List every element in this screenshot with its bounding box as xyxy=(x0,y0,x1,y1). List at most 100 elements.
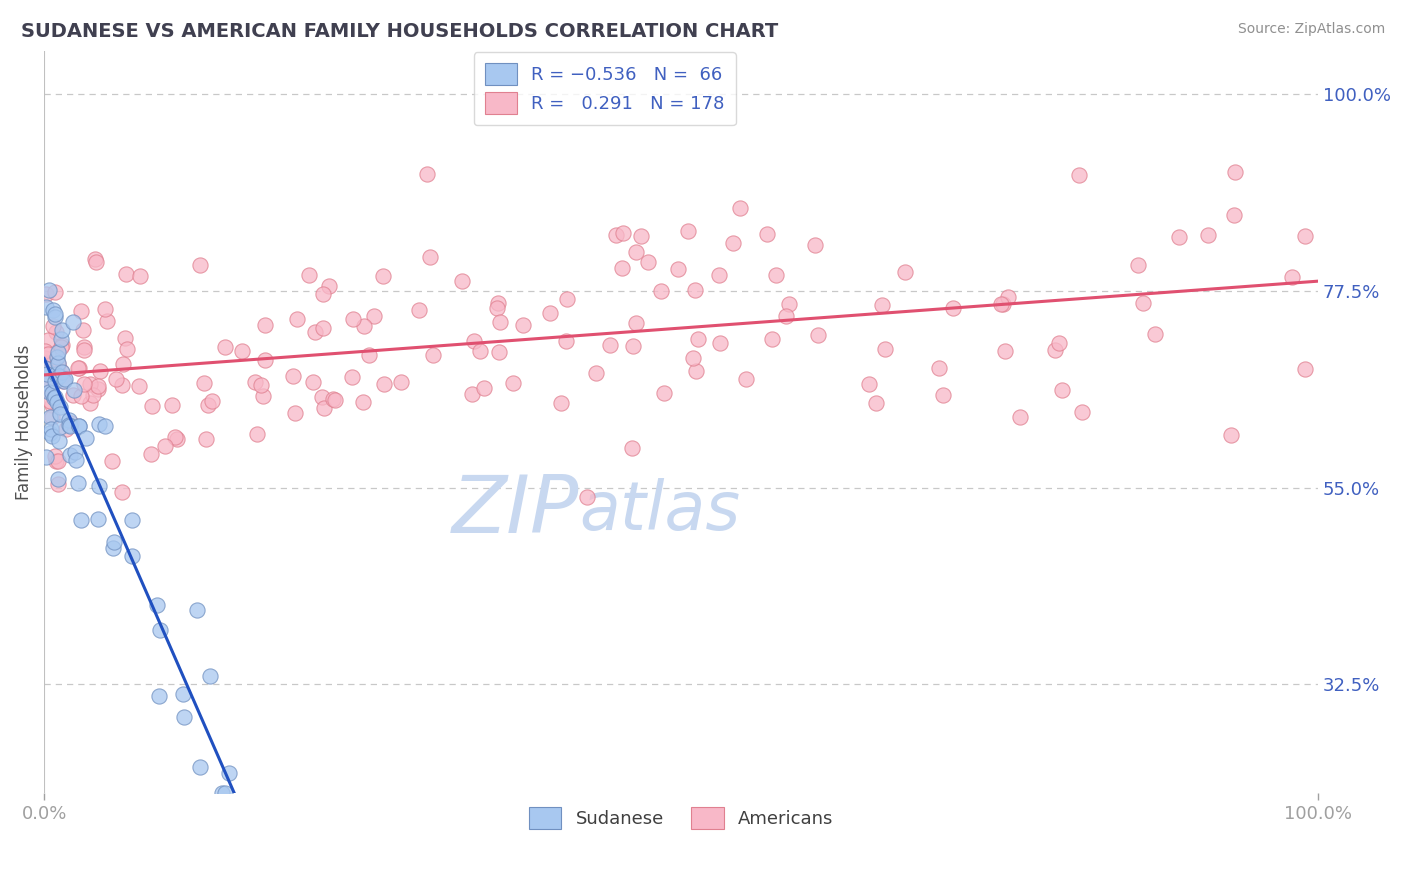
Point xyxy=(160,398,183,412)
Point xyxy=(624,316,647,330)
Point xyxy=(53,372,76,386)
Point xyxy=(69,389,91,403)
Point xyxy=(463,334,485,348)
Point xyxy=(1167,230,1189,244)
Point xyxy=(1281,270,1303,285)
Point xyxy=(585,366,607,380)
Point xyxy=(69,303,91,318)
Point xyxy=(89,364,111,378)
Point xyxy=(41,409,63,424)
Point xyxy=(624,245,647,260)
Point xyxy=(34,377,56,392)
Point xyxy=(146,599,169,613)
Point xyxy=(311,390,333,404)
Point xyxy=(96,314,118,328)
Point xyxy=(734,371,756,385)
Point xyxy=(214,340,236,354)
Point xyxy=(994,344,1017,359)
Y-axis label: Family Households: Family Households xyxy=(15,344,32,500)
Point xyxy=(865,396,887,410)
Point xyxy=(82,387,104,401)
Point xyxy=(1050,383,1073,397)
Point xyxy=(51,369,73,384)
Point xyxy=(415,167,437,181)
Point xyxy=(44,449,66,463)
Point xyxy=(211,786,233,800)
Point xyxy=(621,442,644,456)
Point xyxy=(34,382,56,396)
Point xyxy=(1144,326,1167,341)
Point xyxy=(38,283,60,297)
Point xyxy=(48,434,70,448)
Point xyxy=(1294,362,1316,376)
Text: Source: ZipAtlas.com: Source: ZipAtlas.com xyxy=(1237,22,1385,37)
Point xyxy=(253,318,276,333)
Point xyxy=(281,368,304,383)
Point xyxy=(474,381,496,395)
Point xyxy=(676,224,699,238)
Point xyxy=(1197,227,1219,242)
Point xyxy=(86,382,108,396)
Point xyxy=(775,310,797,324)
Point xyxy=(46,344,69,359)
Point xyxy=(51,366,73,380)
Point xyxy=(58,413,80,427)
Point xyxy=(990,297,1012,311)
Point xyxy=(340,370,363,384)
Point xyxy=(1071,405,1094,419)
Point xyxy=(58,418,80,433)
Point xyxy=(41,386,63,401)
Point xyxy=(70,513,93,527)
Point xyxy=(59,448,82,462)
Point xyxy=(148,689,170,703)
Point xyxy=(188,258,211,272)
Point xyxy=(576,490,599,504)
Point xyxy=(298,268,321,282)
Point xyxy=(44,374,66,388)
Point xyxy=(1219,427,1241,442)
Point xyxy=(87,378,110,392)
Point xyxy=(873,343,896,357)
Point xyxy=(101,453,124,467)
Point xyxy=(41,398,63,412)
Point xyxy=(42,392,65,406)
Point xyxy=(1126,259,1149,273)
Point xyxy=(243,375,266,389)
Point xyxy=(1069,168,1091,182)
Point xyxy=(1132,296,1154,310)
Point xyxy=(41,429,63,443)
Point xyxy=(46,350,69,364)
Point xyxy=(650,284,672,298)
Text: SUDANESE VS AMERICAN FAMILY HOUSEHOLDS CORRELATION CHART: SUDANESE VS AMERICAN FAMILY HOUSEHOLDS C… xyxy=(21,22,779,41)
Point xyxy=(155,439,177,453)
Point xyxy=(63,444,86,458)
Point xyxy=(114,267,136,281)
Point xyxy=(186,603,208,617)
Point xyxy=(65,453,87,467)
Point xyxy=(765,268,787,283)
Point xyxy=(928,361,950,376)
Point xyxy=(112,357,135,371)
Point xyxy=(554,334,576,348)
Point xyxy=(44,391,66,405)
Point xyxy=(62,315,84,329)
Point xyxy=(419,251,441,265)
Point xyxy=(94,418,117,433)
Point xyxy=(709,268,731,282)
Point xyxy=(486,301,509,316)
Point xyxy=(46,454,69,468)
Point xyxy=(555,292,578,306)
Point xyxy=(1049,335,1071,350)
Point xyxy=(599,338,621,352)
Point xyxy=(44,307,66,321)
Point xyxy=(195,432,218,446)
Point xyxy=(666,261,689,276)
Point xyxy=(45,325,67,339)
Point xyxy=(46,395,69,409)
Point xyxy=(538,306,561,320)
Point xyxy=(141,399,163,413)
Point xyxy=(612,226,634,240)
Point xyxy=(114,331,136,345)
Point xyxy=(253,353,276,368)
Point xyxy=(870,298,893,312)
